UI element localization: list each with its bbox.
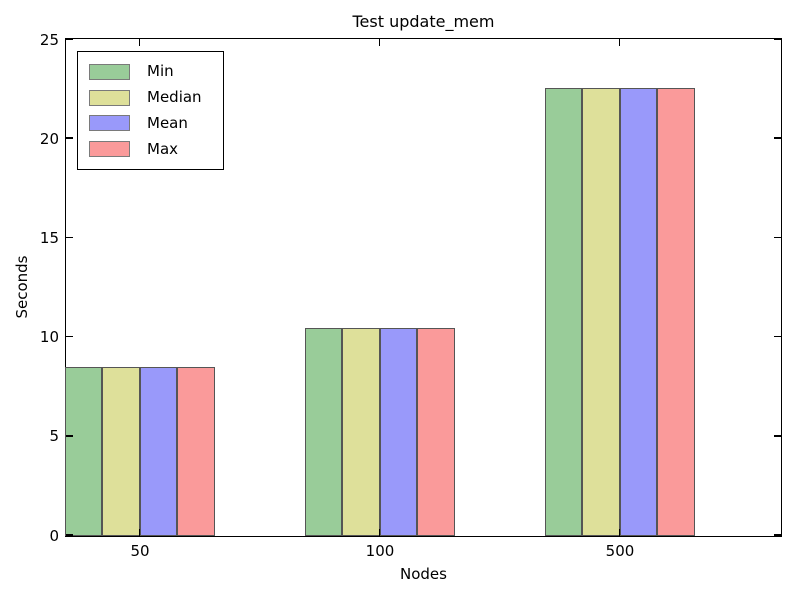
legend-item-min: Min — [89, 63, 215, 80]
y-tick-label: 20 — [39, 129, 59, 148]
legend-swatch-median — [89, 89, 130, 106]
bar-max-50 — [177, 367, 215, 536]
y-tick-left — [66, 435, 73, 437]
x-tick-label: 100 — [365, 542, 395, 560]
legend-swatch-min — [89, 63, 130, 80]
y-tick-right — [774, 137, 781, 139]
y-tick-left — [66, 38, 73, 40]
x-tick-bottom — [618, 529, 621, 536]
x-tick-top — [618, 39, 621, 46]
x-axis-label: Nodes — [400, 565, 447, 583]
y-axis-label: Seconds — [13, 255, 31, 319]
legend-label: Median — [147, 88, 202, 107]
x-tick-top — [138, 39, 141, 46]
bar-mean-500 — [619, 87, 657, 536]
x-tick-label: 500 — [605, 542, 635, 560]
y-tick-right — [774, 435, 781, 437]
y-tick-right — [774, 335, 781, 338]
bar-median-500 — [582, 87, 620, 536]
bar-mean-100 — [379, 327, 417, 536]
legend-swatch-max — [89, 141, 130, 158]
x-tick-top — [378, 39, 381, 46]
bar-median-100 — [342, 327, 380, 536]
x-tick-label: 50 — [130, 542, 150, 560]
x-tick-bottom — [138, 529, 141, 536]
y-tick-right — [774, 534, 781, 536]
legend-item-mean: Mean — [89, 113, 215, 132]
legend-label: Min — [147, 62, 174, 81]
y-tick-left — [66, 534, 73, 536]
bar-max-500 — [657, 87, 695, 536]
y-tick-left — [66, 137, 73, 139]
legend-label: Max — [147, 139, 179, 158]
bar-min-100 — [304, 327, 342, 536]
chart-title: Test update_mem — [352, 12, 495, 31]
y-tick-label: 5 — [49, 427, 59, 446]
y-tick-label: 15 — [39, 228, 59, 247]
y-tick-right — [774, 38, 781, 40]
legend-swatch-mean — [89, 115, 130, 132]
bar-min-50 — [64, 367, 102, 536]
legend-label: Mean — [147, 113, 188, 132]
legend: Min Median Mean Max — [77, 51, 224, 170]
bar-min-500 — [544, 87, 582, 536]
y-tick-left — [66, 335, 73, 338]
plot-area — [64, 38, 782, 537]
bar-median-50 — [102, 367, 140, 536]
y-tick-left — [66, 236, 73, 239]
y-tick-right — [774, 236, 781, 239]
y-tick-label: 10 — [39, 328, 59, 347]
y-tick-label: 0 — [49, 526, 59, 545]
x-tick-bottom — [378, 529, 381, 536]
legend-item-median: Median — [89, 89, 215, 106]
legend-item-max: Max — [89, 139, 215, 158]
y-tick-label: 25 — [39, 30, 59, 49]
bar-max-100 — [417, 327, 455, 536]
bar-mean-50 — [139, 367, 177, 536]
